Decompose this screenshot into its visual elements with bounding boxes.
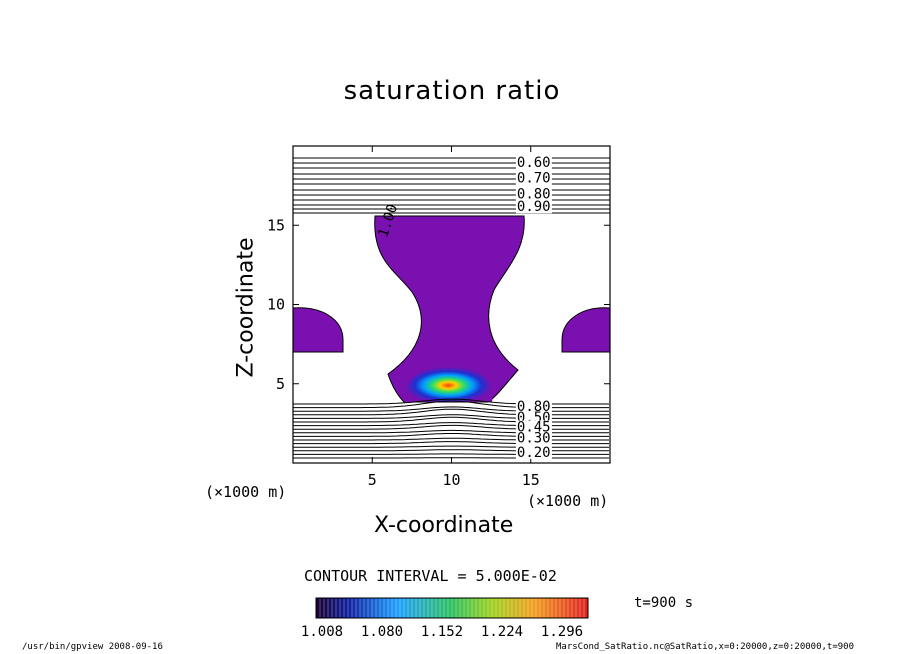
y-tick-label: 10 [267,296,285,314]
contour-line [293,429,609,434]
footer-left: /usr/bin/gpview 2008-09-16 [22,642,163,652]
contour-line [293,398,609,405]
y-tick-label: 5 [276,375,285,393]
upper-contours [293,157,610,214]
colorbar: 1.008 1.080 1.152 1.224 1.296 [301,597,589,640]
contour-line [293,408,609,416]
contour-label-bg [515,171,552,185]
colorbar-tick-label: 1.296 [541,624,583,640]
colorbar-tick-label: 1.080 [361,624,403,640]
contour-label-bg [515,187,552,201]
supersaturation-peak [403,365,493,402]
contour-line [293,441,609,445]
chart-title: saturation ratio [343,76,561,106]
colorbar-tick-label: 1.008 [301,624,343,640]
supersaturation-region-right [561,307,610,353]
contour-label: 0.80 [517,187,551,203]
contour-interval-label: CONTOUR INTERVAL = 5.000E-02 [304,567,557,585]
x-tick-label: 5 [368,471,377,489]
lower-contours [293,398,609,459]
contour-label: 0.30 [517,431,551,447]
contour-label-bg [515,431,552,445]
contour-label-bg [515,200,552,214]
y-tick-label: 15 [267,216,285,234]
contour-line [293,416,609,423]
contour-label: 0.70 [517,171,551,187]
contour-line [293,449,609,452]
contour-line [293,437,609,441]
contour-line [293,453,609,455]
z-unit-label: (×1000 m) [527,492,609,510]
contour-label: 0.90 [517,199,551,215]
x-tick-label: 10 [442,471,460,489]
contour-line [293,424,609,430]
contour-labels: 0.600.700.800.901.000.800.500.450.300.20 [376,155,552,461]
axis-tick-labels: 5 10 15 5 10 15 [267,216,540,489]
contour-label: 0.20 [517,445,551,461]
contour-line [293,433,609,437]
supersaturation-region-left [293,307,344,353]
colorbar-labels: 1.008 1.080 1.152 1.224 1.296 [301,624,583,640]
contour-line [293,422,609,427]
contour-label: 0.80 [517,399,551,415]
x-unit-label: (×1000 m) [205,483,287,501]
colorbar-tick-label: 1.224 [481,624,523,640]
time-label: t=900 s [634,595,694,611]
contour-line [293,414,609,419]
contour-label-bg [515,399,552,413]
contour-line [293,445,609,448]
contour-line [293,406,609,412]
contour-label-bg [515,445,552,459]
contour-line [293,400,609,409]
x-axis-label: X-coordinate [374,513,514,538]
contour-label-bg [515,155,552,169]
axis-ticks [293,146,610,463]
x-tick-label: 15 [522,471,540,489]
contour-label: 0.60 [517,155,551,171]
shaded-regions [293,157,610,459]
contour-label: 0.45 [517,420,551,436]
colorbar-tick-label: 1.152 [421,624,463,640]
footer-right: MarsCond_SatRatio.nc@SatRatio,x=0:20000,… [556,642,855,652]
contour-label-bg [515,420,552,434]
